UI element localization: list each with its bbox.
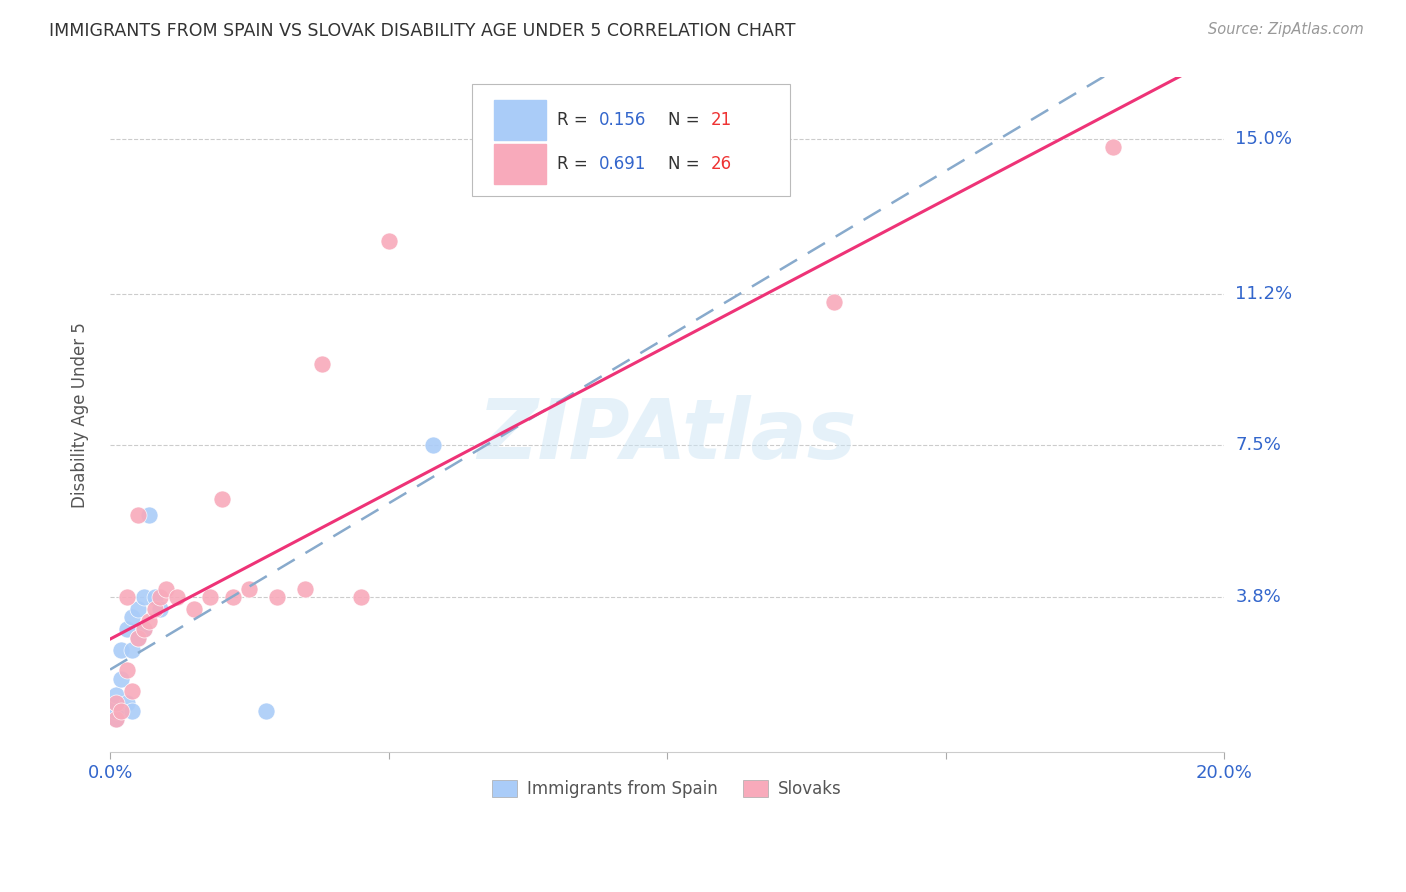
Text: R =: R = xyxy=(557,112,593,129)
Point xyxy=(104,704,127,718)
Text: IMMIGRANTS FROM SPAIN VS SLOVAK DISABILITY AGE UNDER 5 CORRELATION CHART: IMMIGRANTS FROM SPAIN VS SLOVAK DISABILI… xyxy=(49,22,796,40)
Point xyxy=(823,295,845,310)
Point xyxy=(104,696,127,710)
Point xyxy=(138,615,160,629)
Point xyxy=(1102,140,1125,154)
Point xyxy=(104,713,127,727)
Point xyxy=(132,590,155,604)
Point xyxy=(104,713,127,727)
Text: 3.8%: 3.8% xyxy=(1236,588,1281,606)
Point xyxy=(127,508,149,522)
Point xyxy=(104,688,127,702)
Point xyxy=(422,438,444,452)
Point xyxy=(121,643,143,657)
Point xyxy=(121,610,143,624)
Text: 26: 26 xyxy=(710,155,731,173)
Point xyxy=(127,631,149,645)
Text: Source: ZipAtlas.com: Source: ZipAtlas.com xyxy=(1208,22,1364,37)
Point xyxy=(132,623,155,637)
Text: N =: N = xyxy=(668,112,706,129)
Point xyxy=(104,696,127,710)
Point xyxy=(183,602,205,616)
Point xyxy=(121,704,143,718)
Text: ZIPAtlas: ZIPAtlas xyxy=(478,394,856,475)
Point xyxy=(200,590,222,604)
Point xyxy=(132,623,155,637)
Point xyxy=(115,696,138,710)
Legend: Immigrants from Spain, Slovaks: Immigrants from Spain, Slovaks xyxy=(486,773,849,805)
Text: 21: 21 xyxy=(710,112,733,129)
Point xyxy=(155,582,177,596)
Point xyxy=(138,508,160,522)
Text: 15.0%: 15.0% xyxy=(1236,129,1292,148)
Point xyxy=(110,643,132,657)
Point xyxy=(254,704,277,718)
Y-axis label: Disability Age Under 5: Disability Age Under 5 xyxy=(72,322,89,508)
Text: 0.156: 0.156 xyxy=(599,112,647,129)
Point xyxy=(149,590,172,604)
Point xyxy=(377,234,399,248)
Text: 7.5%: 7.5% xyxy=(1236,436,1281,454)
FancyBboxPatch shape xyxy=(495,145,546,185)
Text: R =: R = xyxy=(557,155,593,173)
Text: 11.2%: 11.2% xyxy=(1236,285,1292,303)
Point xyxy=(115,590,138,604)
Point xyxy=(121,683,143,698)
Text: 0.691: 0.691 xyxy=(599,155,647,173)
Point xyxy=(149,602,172,616)
Point xyxy=(350,590,373,604)
Point xyxy=(110,704,132,718)
Point xyxy=(110,704,132,718)
Point xyxy=(127,602,149,616)
Point xyxy=(266,590,288,604)
Point xyxy=(115,664,138,678)
Point xyxy=(110,672,132,686)
Point xyxy=(143,602,166,616)
Point xyxy=(211,491,233,506)
Point xyxy=(294,582,316,596)
Point xyxy=(238,582,260,596)
Point xyxy=(221,590,243,604)
Point xyxy=(166,590,188,604)
FancyBboxPatch shape xyxy=(495,101,546,140)
Point xyxy=(311,357,333,371)
Point xyxy=(143,590,166,604)
Text: N =: N = xyxy=(668,155,706,173)
Point xyxy=(115,623,138,637)
FancyBboxPatch shape xyxy=(472,84,790,195)
Point xyxy=(127,631,149,645)
